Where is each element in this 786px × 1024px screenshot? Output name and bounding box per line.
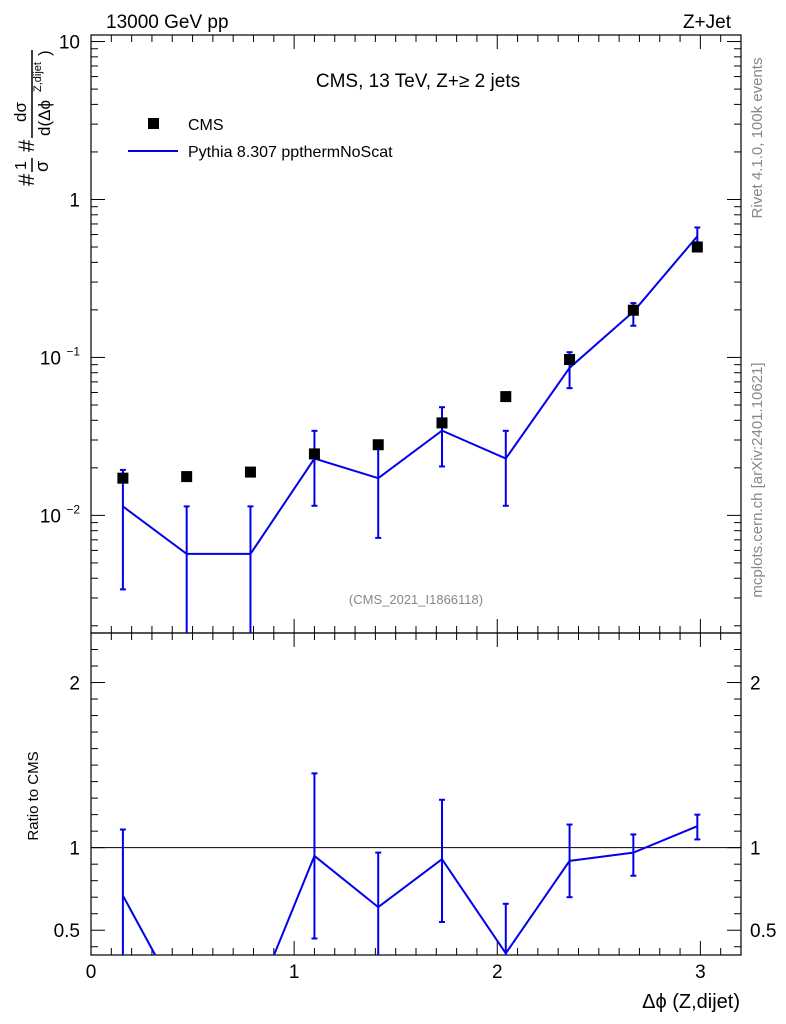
x-tick-labels: 0 1 2 3 [86, 962, 706, 983]
ylabel-hash-1: # [14, 173, 39, 186]
x-axis-ticks [90, 35, 722, 955]
header-right: Z+Jet [683, 12, 732, 33]
ylabel-sup: Z,dijet [32, 62, 44, 92]
ratio-y-tick-labels: 0.5 0.5 1 1 2 2 [54, 674, 777, 943]
main-y-tick-label: 10 [59, 33, 80, 54]
ratio-y-axis-label: Ratio to CMS [25, 751, 42, 840]
main-y-tick-label: 10 [40, 506, 61, 527]
analysis-watermark: (CMS_2021_I1866118) [349, 592, 483, 607]
main-y-axis-label: # 1 σ # dσ d(Δϕ Z,dijet ) [11, 50, 54, 186]
cms-data-point [308, 448, 320, 460]
main-y-tick-exponent: −1 [66, 344, 80, 358]
main-axis-ticks [91, 41, 741, 627]
plot-title: CMS, 13 TeV, Z+≥ 2 jets [316, 71, 520, 92]
cms-data-point [500, 391, 512, 403]
ratio-y-tick-label-right: 2 [750, 674, 761, 695]
ratio-y-tick-label-left: 1 [69, 839, 80, 860]
cms-data-point [627, 304, 639, 316]
main-y-tick-exponent: −2 [66, 502, 80, 516]
main-data-layer [117, 226, 703, 633]
cms-data-point [117, 472, 129, 484]
ratio-data-layer [91, 772, 741, 956]
ratio-y-tick-label-right: 0.5 [750, 921, 776, 942]
ylabel-hash-2: # [14, 139, 39, 152]
ylabel-one: 1 [13, 161, 30, 170]
rivet-label: Rivet 4.1.0, 100k events [749, 58, 766, 219]
ratio-y-tick-label-left: 0.5 [54, 921, 80, 942]
main-y-tick-labels: −2 10 −1 10 1 10 [40, 33, 80, 528]
ratio-y-tick-label-left: 2 [69, 674, 80, 695]
legend-cms-marker [148, 118, 159, 129]
main-y-tick-label: 10 [40, 348, 61, 369]
cms-data-point [691, 241, 703, 253]
cms-data-point [181, 471, 193, 483]
x-tick-label: 1 [289, 962, 300, 983]
cms-data-point [436, 417, 448, 429]
x-tick-label: 2 [492, 962, 503, 983]
ylabel-dsigma: dσ [11, 102, 30, 122]
main-y-tick-label: 1 [69, 190, 80, 211]
legend-pythia-label: Pythia 8.307 ppthermNoScat [188, 144, 393, 161]
x-tick-label: 0 [86, 962, 97, 983]
ratio-axis-ticks [91, 632, 741, 948]
ratio-plot-frame [90, 632, 742, 956]
ratio-y-tick-label-right: 1 [750, 839, 761, 860]
ylabel-sigma: σ [32, 161, 52, 172]
legend: CMS Pythia 8.307 ppthermNoScat [128, 117, 393, 161]
ratio-line [122, 825, 698, 956]
ylabel-close-paren: ) [35, 50, 54, 56]
x-tick-label: 3 [695, 962, 706, 983]
header-left: 13000 GeV pp [106, 12, 229, 33]
pythia-line [122, 235, 699, 555]
mcplots-label: mcplots.cern.ch [arXiv:2401.10621] [749, 362, 766, 597]
legend-cms-label: CMS [188, 117, 224, 134]
cms-data-point [564, 354, 576, 366]
cms-data-point [372, 439, 384, 451]
ylabel-ddphi: d(Δϕ [35, 100, 54, 136]
x-axis-label: Δϕ (Z,dijet) [642, 991, 740, 1013]
cms-data-point [244, 466, 256, 478]
